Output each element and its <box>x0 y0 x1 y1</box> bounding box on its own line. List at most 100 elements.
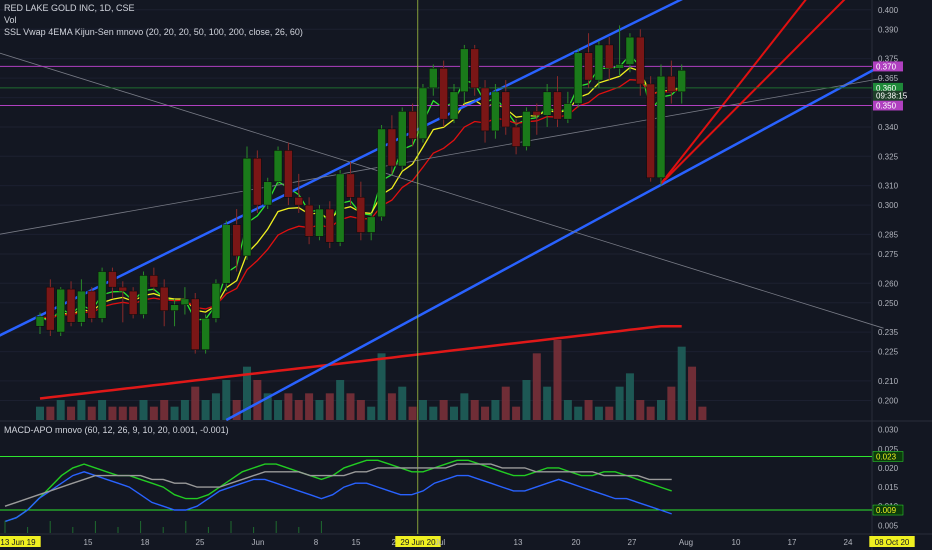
candle-body <box>553 91 562 120</box>
volume-bar <box>243 366 251 420</box>
volume-bar <box>470 400 479 420</box>
price-tick-label: 0.365 <box>878 74 899 83</box>
volume-bar <box>356 400 365 420</box>
candle-body <box>605 44 614 69</box>
candle-body <box>273 150 283 182</box>
candle-body <box>646 83 655 179</box>
volume-bar <box>418 400 427 420</box>
candle-body <box>636 36 645 85</box>
date-label-box <box>869 536 915 547</box>
indicator-legend[interactable]: SSL Vwap 4EMA Kijun-Sen mnovo (20, 20, 2… <box>4 27 303 37</box>
price-tick-label: 0.250 <box>878 299 899 308</box>
candle-body <box>304 204 314 237</box>
time-tick-label: 24 <box>844 538 853 547</box>
time-tick-label: 25 <box>196 538 205 547</box>
candle-body <box>325 208 335 243</box>
volume-bar <box>77 400 86 420</box>
candle-body <box>366 216 376 233</box>
price-tick-label: 0.225 <box>878 348 899 357</box>
candle-body <box>222 224 231 284</box>
macd-label: 0.023 <box>876 452 897 461</box>
volume-bar <box>294 400 303 420</box>
macd-tick-label: 0.030 <box>878 426 899 435</box>
volume-bar <box>501 386 510 420</box>
time-axis: 13 Jun 19151825Jun8152229 Jun 20Jul13202… <box>0 536 915 547</box>
volume-bar <box>160 400 169 420</box>
volume-bar <box>584 400 593 420</box>
candle-body <box>56 288 65 333</box>
candle-body <box>439 68 448 120</box>
candle-body <box>201 318 210 350</box>
macd-legend[interactable]: MACD-APO mnovo (60, 12, 26, 9, 10, 20, 0… <box>4 425 229 435</box>
candle-body <box>511 126 521 147</box>
candle-body <box>501 91 510 128</box>
candle-body <box>242 157 252 257</box>
time-tick-label: 15 <box>352 538 361 547</box>
candle-body <box>563 103 573 120</box>
candle-body <box>159 286 169 311</box>
candle-body <box>625 36 635 65</box>
volume-bar <box>667 386 676 420</box>
volume-bar <box>615 386 624 420</box>
time-tick-label: 13 <box>514 538 523 547</box>
volume-bar <box>108 406 117 420</box>
volume-bar <box>408 406 417 420</box>
volume-bar <box>263 393 272 420</box>
candle-body <box>532 111 542 116</box>
volume-bar <box>149 406 158 420</box>
volume-bar <box>522 380 531 420</box>
candle-body <box>170 304 179 311</box>
candle-body <box>429 68 438 89</box>
candle-body <box>677 70 686 93</box>
candle-body <box>35 316 45 327</box>
time-tick-label: 08 Oct 20 <box>875 538 910 547</box>
price-tick-label: 0.310 <box>878 182 899 191</box>
price-tick-label: 0.275 <box>878 250 899 259</box>
macd-label-box <box>872 504 904 516</box>
volume-bar <box>688 366 697 420</box>
price-tick-label: 0.325 <box>878 152 899 161</box>
candle-body <box>387 128 397 167</box>
time-tick-label: 29 Jun 20 <box>400 538 436 547</box>
volume-legend[interactable]: Vol <box>4 15 17 25</box>
volume-bar <box>553 340 562 420</box>
time-tick-label: Aug <box>679 538 693 547</box>
volume-bar <box>201 400 210 420</box>
volume-bar <box>305 393 314 420</box>
volume-bar <box>481 406 490 420</box>
macd-tick-label: 0.015 <box>878 483 899 492</box>
candle-body <box>66 288 76 323</box>
volume-bar <box>491 400 500 420</box>
red-fan-line-2 <box>660 0 846 185</box>
candle-body <box>97 271 107 319</box>
candle-body <box>294 197 303 206</box>
candle-body <box>346 173 355 198</box>
symbol-legend[interactable]: RED LAKE GOLD INC, 1D, CSE <box>4 3 135 13</box>
candle-body <box>398 111 407 167</box>
volume-bar <box>574 406 583 420</box>
volume-bar <box>274 400 283 420</box>
candle-body <box>263 181 272 206</box>
volume-bar <box>429 406 438 420</box>
candle-body <box>284 150 293 198</box>
candle-body <box>418 87 428 139</box>
volume-bar <box>36 406 44 420</box>
candle-body <box>656 75 666 179</box>
candle-body <box>232 224 241 257</box>
time-tick-label: 27 <box>628 538 637 547</box>
volume-bar <box>67 406 76 420</box>
candle-body <box>470 48 479 89</box>
candle-body <box>449 91 459 120</box>
price-tick-label: 0.200 <box>878 396 899 405</box>
candle-body <box>573 52 583 104</box>
candle-body <box>108 271 117 288</box>
volume-bar <box>253 380 262 420</box>
volume-bar <box>346 393 355 420</box>
volume-bar <box>512 406 521 420</box>
volume-bar <box>170 406 179 420</box>
price-tick-label: 0.260 <box>878 279 899 288</box>
price-label-box <box>873 82 903 93</box>
volume-bar <box>532 353 541 420</box>
